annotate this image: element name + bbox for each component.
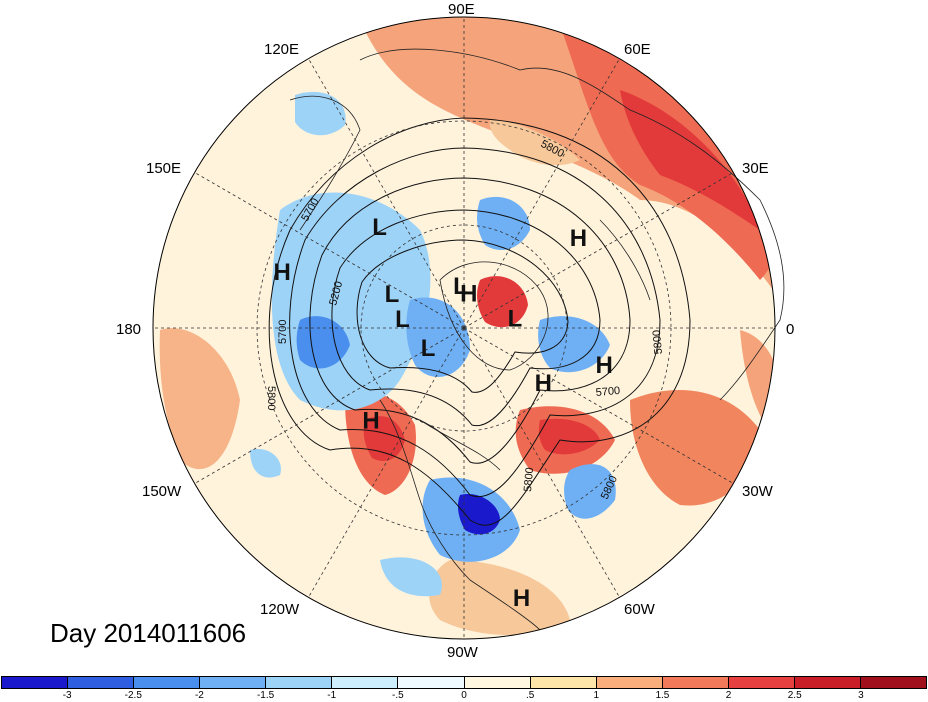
meridian-line <box>463 327 620 598</box>
colorbar-segment <box>398 677 465 688</box>
day-label: Day 2014011606 <box>50 618 247 648</box>
low-pressure-marker: L <box>385 281 400 308</box>
longitude-labels: 90E 60E 30E 0 30W 60W 90W 120W 150W 180 … <box>116 1 794 661</box>
low-pressure-marker: L <box>453 273 468 300</box>
colorbar-segment <box>794 677 862 688</box>
meridian-line <box>194 327 465 484</box>
meridian-line <box>308 58 465 329</box>
colorbar-segment <box>728 677 795 688</box>
lon-label-150e: 150E <box>146 160 181 177</box>
lon-label-90e: 90E <box>448 1 475 18</box>
colorbar-tick-label: -.5 <box>392 690 404 701</box>
low-pressure-marker: L <box>395 306 410 333</box>
lon-label-60e: 60E <box>624 41 651 58</box>
colorbar-tick-label: -1.5 <box>256 690 275 701</box>
lon-label-90w: 90W <box>447 644 479 661</box>
lon-label-30e: 30E <box>742 160 769 177</box>
colorbar-labels: -3 -2.5 -2 -1.5 -1 -.5 0 .5 1 1.5 2 2.5 3 <box>0 690 928 702</box>
colorbar-segment <box>662 677 729 688</box>
low-pressure-marker: L <box>421 335 436 362</box>
colorbar-tick-label: 2 <box>725 690 732 701</box>
colorbar-tick-label: 0 <box>461 690 467 701</box>
colorbar-tick-label: 2.5 <box>787 690 802 701</box>
colorbar-tick-label: -2.5 <box>124 690 142 701</box>
low-pressure-marker: L <box>372 214 387 241</box>
meridian-line <box>308 327 465 598</box>
colorbar-tick-label: -3 <box>62 690 72 701</box>
colorbar <box>1 676 927 689</box>
graticule <box>152 16 776 640</box>
lon-label-120w: 120W <box>260 601 300 618</box>
lon-label-150w: 150W <box>142 483 182 500</box>
low-pressure-marker: L <box>508 306 523 333</box>
meridian-line <box>463 58 620 329</box>
high-pressure-marker: H <box>570 225 587 252</box>
high-pressure-marker: H <box>596 352 613 379</box>
high-pressure-marker: H <box>513 585 530 612</box>
colorbar-segment <box>464 677 531 688</box>
lon-label-180: 180 <box>116 321 141 338</box>
colorbar-segment <box>596 677 663 688</box>
colorbar-segment <box>134 677 201 688</box>
high-pressure-marker: H <box>535 370 552 397</box>
colorbar-segment <box>266 677 333 688</box>
colorbar-segment <box>861 677 927 688</box>
lon-label-0: 0 <box>786 321 794 338</box>
colorbar-segment <box>530 677 597 688</box>
lon-label-120e: 120E <box>264 41 299 58</box>
colorbar-tick-label: -2 <box>194 690 204 701</box>
colorbar-tick-label: 3 <box>858 690 864 701</box>
contour-label: 5700 <box>277 320 289 344</box>
lon-label-30w: 30W <box>742 483 774 500</box>
colorbar-tick-label: 1.5 <box>655 690 670 701</box>
anomaly-field <box>153 17 775 639</box>
colorbar-segment <box>200 677 267 688</box>
meridian-line <box>463 327 734 484</box>
contour-label: 5800 <box>651 329 665 354</box>
high-pressure-marker: H <box>362 407 379 434</box>
contour-label: 5700 <box>595 385 620 399</box>
colorbar-segment <box>332 677 399 688</box>
colorbar-segment <box>68 677 135 688</box>
colorbar-tick-label: .5 <box>525 690 535 701</box>
colorbar-tick-label: -1 <box>327 690 337 701</box>
height-contours <box>268 117 691 526</box>
meridian-line <box>194 172 465 329</box>
contour-label: 5800 <box>522 467 536 492</box>
high-pressure-marker: H <box>274 259 291 286</box>
colorbar-tick-label: 1 <box>593 690 600 701</box>
contour-label: 5800 <box>265 386 277 410</box>
high-pressure-marker: H <box>460 280 477 307</box>
lon-label-60w: 60W <box>624 601 656 618</box>
meridian-line <box>463 172 734 329</box>
colorbar-segment <box>2 677 69 688</box>
